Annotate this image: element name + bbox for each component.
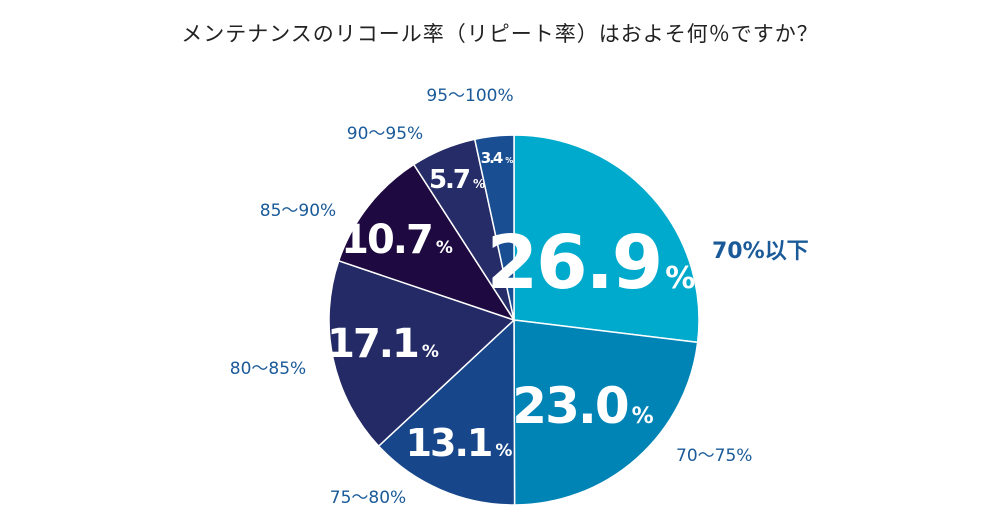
slice-category-label: 70%以下: [712, 239, 809, 264]
slice-category-label: 80〜85%: [230, 359, 306, 379]
chart-title: メンテナンスのリコール率（リピート率）はおよそ何％ですか？: [181, 22, 819, 46]
pie-slice-70: [513, 134, 700, 344]
slice-category-label: 85〜90%: [260, 201, 336, 221]
slice-category-label: 75〜80%: [330, 488, 406, 508]
slice-value-label: 3.4%: [481, 149, 514, 167]
slice-value-label: 26.9%: [487, 220, 696, 306]
slice-category-label: 70〜75%: [676, 446, 752, 466]
pie-slice-85-90: [337, 163, 516, 322]
slice-value-label: 10.7%: [341, 217, 453, 263]
slice-category-label: 95〜100%: [426, 86, 513, 106]
slice-value-label: 23.0%: [512, 377, 653, 435]
slice-value-label: 13.1%: [406, 421, 513, 465]
slice-value-label: 5.7%: [429, 165, 485, 195]
pie-slice-70-75: [513, 319, 699, 506]
slice-category-label: 90〜95%: [347, 124, 423, 144]
pie-slice-95-100: [473, 134, 515, 321]
pie-slice-75-80: [377, 318, 516, 506]
pie-slice-80-85: [328, 259, 516, 448]
slice-value-label: 17.1%: [327, 321, 439, 367]
